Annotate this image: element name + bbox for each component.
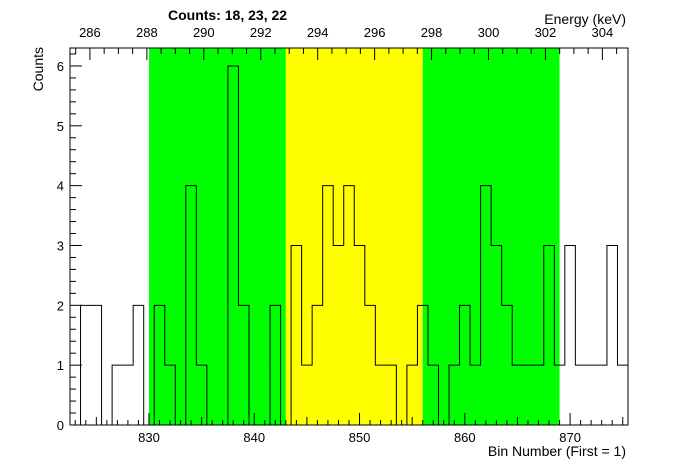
- y-tick-label: 6: [57, 59, 64, 74]
- x-axis-label: Bin Number (First = 1): [488, 443, 626, 459]
- x2-tick-label: 300: [478, 25, 500, 40]
- y-tick-label: 5: [57, 119, 64, 134]
- x2-tick-label: 286: [79, 25, 101, 40]
- y-axis-label: Counts: [30, 47, 46, 91]
- x-tick-label: 830: [138, 430, 160, 445]
- chart-title: Counts: 18, 23, 22: [168, 7, 287, 23]
- x2-tick-label: 302: [535, 25, 557, 40]
- y-tick-label: 0: [57, 418, 64, 433]
- x2-tick-label: 294: [307, 25, 329, 40]
- y-tick-label: 4: [57, 179, 64, 194]
- x-tick-label: 840: [243, 430, 265, 445]
- axes: 830 840 850 860 870 0 1 2 3 4 5 6 286 288 290 292 294 296…: [57, 25, 624, 445]
- x-tick-label: 870: [559, 430, 581, 445]
- y-tick-label: 1: [57, 358, 64, 373]
- region-0: [148, 48, 286, 425]
- x-tick-label: 860: [454, 430, 476, 445]
- y-tick-label: 3: [57, 238, 64, 253]
- y-tick-label: 2: [57, 298, 64, 313]
- x2-tick-label: 292: [250, 25, 272, 40]
- x2-tick-label: 298: [421, 25, 443, 40]
- x2-tick-label: 288: [136, 25, 158, 40]
- top-axis-label: Energy (keV): [544, 11, 626, 27]
- x2-tick-label: 304: [592, 25, 614, 40]
- histogram-line: [70, 65, 629, 426]
- x2-tick-label: 290: [193, 25, 215, 40]
- x-tick-label: 850: [349, 430, 371, 445]
- x2-tick-label: 296: [364, 25, 386, 40]
